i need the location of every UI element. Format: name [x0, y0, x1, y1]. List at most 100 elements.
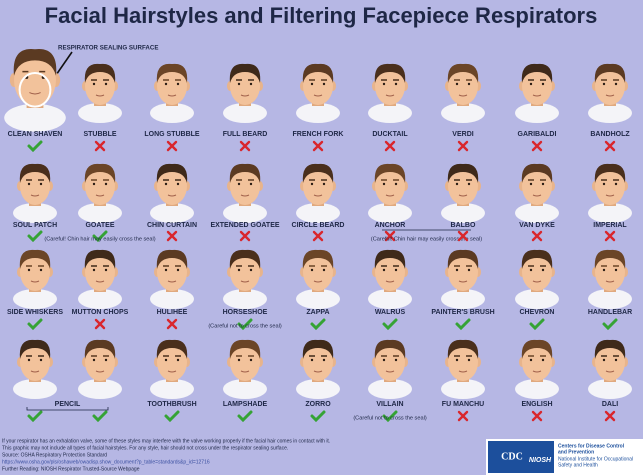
style-label: FRENCH FORK [293, 131, 344, 138]
mouth [605, 194, 615, 197]
style-label: HORSESHOE [223, 309, 268, 316]
shirt [296, 103, 340, 123]
eye [541, 82, 545, 86]
cross [531, 410, 543, 422]
eye [467, 82, 471, 86]
eye [310, 182, 314, 186]
cross [457, 410, 469, 422]
shirt [4, 103, 66, 132]
style-label: ZORRO [305, 401, 331, 408]
eye [237, 182, 241, 186]
hair [19, 163, 51, 183]
logo-niosh: NIOSH [529, 457, 552, 464]
eye [176, 358, 180, 362]
style-note: (Careful not to cross the seal) [353, 415, 427, 421]
mouth [385, 94, 395, 97]
eye [249, 268, 253, 272]
eye [455, 358, 459, 362]
check [27, 230, 43, 243]
eye [176, 182, 180, 186]
eye [249, 358, 253, 362]
eye [541, 358, 545, 362]
style-label: SIDE WHISKERS [7, 309, 63, 316]
check [164, 410, 180, 423]
shirt [368, 379, 412, 399]
eye [249, 182, 253, 186]
shirt [588, 103, 632, 123]
face [150, 163, 194, 223]
check [602, 318, 618, 331]
eye [92, 268, 96, 272]
seal-outline [18, 72, 52, 108]
check [529, 318, 545, 331]
style-label: CHIN CURTAIN [147, 222, 197, 229]
eye [614, 358, 618, 362]
face [296, 249, 340, 309]
check [310, 410, 326, 423]
eye [39, 268, 43, 272]
eye [39, 358, 43, 362]
mouth [458, 370, 468, 373]
hair [19, 249, 51, 269]
mouth [532, 280, 542, 283]
shirt [13, 289, 57, 309]
logo-text: National Institute for Occupational [558, 456, 633, 462]
check [92, 230, 108, 243]
eye [310, 82, 314, 86]
style-label: VAN DYKE [519, 222, 555, 229]
shirt [588, 203, 632, 223]
hair [594, 339, 626, 359]
cross [94, 140, 106, 152]
shirt [296, 289, 340, 309]
logo-text: Centers for Disease Control [558, 443, 625, 449]
head [85, 167, 115, 205]
mouth [30, 370, 40, 373]
eye [164, 82, 168, 86]
shirt [515, 379, 559, 399]
head [303, 67, 333, 105]
shirt [296, 203, 340, 223]
eye [602, 182, 606, 186]
mouth [95, 94, 105, 97]
eye [92, 182, 96, 186]
hair [302, 339, 334, 359]
hair [447, 339, 479, 359]
cross [166, 140, 178, 152]
eye [394, 82, 398, 86]
hair [594, 163, 626, 183]
head [20, 167, 50, 205]
eye [394, 358, 398, 362]
style-label: WALRUS [375, 309, 406, 316]
face [588, 63, 632, 123]
style-label: ZAPPA [306, 309, 329, 316]
face [150, 249, 194, 309]
shirt [13, 203, 57, 223]
shirt [223, 289, 267, 309]
face [78, 249, 122, 309]
eye [249, 82, 253, 86]
hair [156, 63, 188, 83]
style-label: ANCHOR [375, 222, 406, 229]
head [230, 67, 260, 105]
footer-line: This graphic may not include all types o… [2, 445, 288, 451]
eye [541, 268, 545, 272]
head [595, 343, 625, 381]
eye [614, 268, 618, 272]
head [230, 167, 260, 205]
hair [302, 163, 334, 183]
shirt [78, 289, 122, 309]
eye [310, 268, 314, 272]
shirt [368, 103, 412, 123]
style-label: FU MANCHU [442, 401, 484, 408]
shirt [441, 203, 485, 223]
style-label: ENGLISH [521, 401, 552, 408]
style-label: SOUL PATCH [13, 222, 57, 229]
eye [602, 358, 606, 362]
check [382, 410, 398, 423]
face [441, 163, 485, 223]
hair [594, 249, 626, 269]
style-label: PAINTER'S BRUSH [431, 309, 494, 316]
head [448, 167, 478, 205]
face [150, 63, 194, 123]
footer-link[interactable]: https://www.osha.gov/pls/oshaweb/owadisp… [2, 459, 210, 465]
